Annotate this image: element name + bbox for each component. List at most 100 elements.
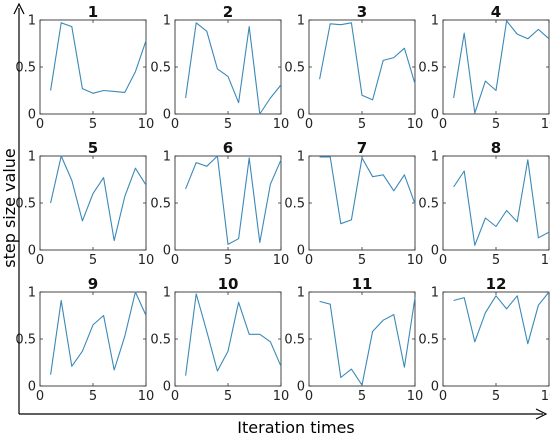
y-tick-label: 0 <box>163 108 171 123</box>
series-line <box>50 291 147 375</box>
series-line <box>185 22 282 115</box>
y-tick-label: 0 <box>28 108 36 123</box>
y-tick-label: 1 <box>431 150 439 165</box>
subplot-frame <box>308 19 416 115</box>
subplot-frame <box>39 19 147 115</box>
y-axis-title: step size value <box>0 148 19 268</box>
subplot-title: 10 <box>218 275 239 293</box>
y-tick-label: 0.5 <box>150 61 171 76</box>
x-tick-label: 0 <box>439 253 447 268</box>
x-tick-label: 10 <box>273 253 290 268</box>
series-line <box>319 22 416 101</box>
y-tick-label: 1 <box>163 286 171 301</box>
series-line <box>50 155 147 242</box>
x-tick-label: 10 <box>407 117 424 132</box>
y-tick-label: 1 <box>163 150 171 165</box>
series-line <box>453 291 550 345</box>
x-tick-label: 5 <box>358 117 366 132</box>
subplot-frame <box>39 155 147 251</box>
subplot-title: 12 <box>486 275 507 293</box>
x-tick-label: 5 <box>358 389 366 404</box>
x-tick-label: 5 <box>492 117 500 132</box>
y-tick-label: 0.5 <box>418 197 439 212</box>
x-tick-label: 0 <box>36 389 44 404</box>
y-tick-label: 1 <box>431 14 439 29</box>
subplot-title: 8 <box>491 139 501 157</box>
y-tick-label: 0 <box>297 380 305 395</box>
x-tick-label: 5 <box>224 389 232 404</box>
y-tick-label: 0.5 <box>418 61 439 76</box>
series-line <box>185 293 282 376</box>
x-tick-label: 5 <box>224 117 232 132</box>
x-tick-label: 5 <box>89 389 97 404</box>
y-tick-label: 0 <box>28 244 36 259</box>
y-tick-label: 0.5 <box>284 333 305 348</box>
y-tick-label: 0 <box>431 244 439 259</box>
subplot-title: 11 <box>352 275 373 293</box>
subplot-9: 900.510 5 10 <box>15 275 154 404</box>
y-tick-label: 1 <box>28 14 36 29</box>
outer-axes <box>13 2 548 420</box>
y-tick-label: 0.5 <box>284 61 305 76</box>
x-tick-label: 0 <box>305 389 313 404</box>
subplot-title: 2 <box>223 3 233 21</box>
subplot-title: 7 <box>357 139 367 157</box>
x-tick-label: 5 <box>492 389 500 404</box>
x-tick-label: 0 <box>171 117 179 132</box>
y-tick-label: 0 <box>297 244 305 259</box>
subplot-1: 100.510 5 10 <box>15 3 154 132</box>
subplot-frame <box>442 291 550 387</box>
subplot-frame <box>308 155 416 251</box>
outer-y-axis-arrow <box>13 2 25 15</box>
subplot-7: 700.510 5 10 <box>284 139 423 268</box>
x-tick-label: 5 <box>89 253 97 268</box>
x-tick-label: 10 <box>273 117 290 132</box>
x-tick-label: 0 <box>439 117 447 132</box>
x-tick-label: 0 <box>171 253 179 268</box>
subplot-title: 5 <box>88 139 98 157</box>
y-tick-label: 0 <box>163 244 171 259</box>
series-line <box>319 156 416 225</box>
subplot-title: 1 <box>88 3 98 21</box>
subplots-group: 100.510510200.510510300.510510400.510510… <box>15 3 550 404</box>
y-tick-label: 1 <box>28 150 36 165</box>
subplot-2: 200.510 5 10 <box>150 3 289 132</box>
subplot-frame <box>442 155 550 251</box>
subplot-title: 4 <box>491 3 501 21</box>
x-tick-label: 10 <box>138 117 155 132</box>
subplot-frame <box>174 155 282 251</box>
x-tick-label: 5 <box>358 253 366 268</box>
subplot-title: 6 <box>223 139 233 157</box>
y-tick-label: 0.5 <box>15 333 36 348</box>
x-tick-label: 0 <box>439 389 447 404</box>
series-line <box>453 20 550 114</box>
x-tick-label: 0 <box>36 253 44 268</box>
x-tick-label: 5 <box>492 253 500 268</box>
subplot-frame <box>174 19 282 115</box>
y-tick-label: 1 <box>431 286 439 301</box>
y-tick-label: 0 <box>163 380 171 395</box>
y-tick-label: 0 <box>297 108 305 123</box>
y-tick-label: 0.5 <box>418 333 439 348</box>
x-tick-label: 10 <box>541 253 550 268</box>
y-tick-label: 0.5 <box>150 333 171 348</box>
y-tick-label: 1 <box>297 150 305 165</box>
y-tick-label: 0 <box>431 108 439 123</box>
x-tick-label: 0 <box>305 253 313 268</box>
x-tick-label: 0 <box>171 389 179 404</box>
subplot-6: 600.510 5 10 <box>150 139 289 268</box>
series-line <box>50 22 147 94</box>
x-tick-label: 0 <box>36 117 44 132</box>
y-tick-label: 0.5 <box>15 197 36 212</box>
x-tick-label: 10 <box>407 389 424 404</box>
outer-x-axis-arrow <box>535 408 548 420</box>
y-tick-label: 1 <box>163 14 171 29</box>
series-line <box>319 297 416 386</box>
subplot-3: 300.510 5 10 <box>284 3 423 132</box>
y-tick-label: 0.5 <box>284 197 305 212</box>
